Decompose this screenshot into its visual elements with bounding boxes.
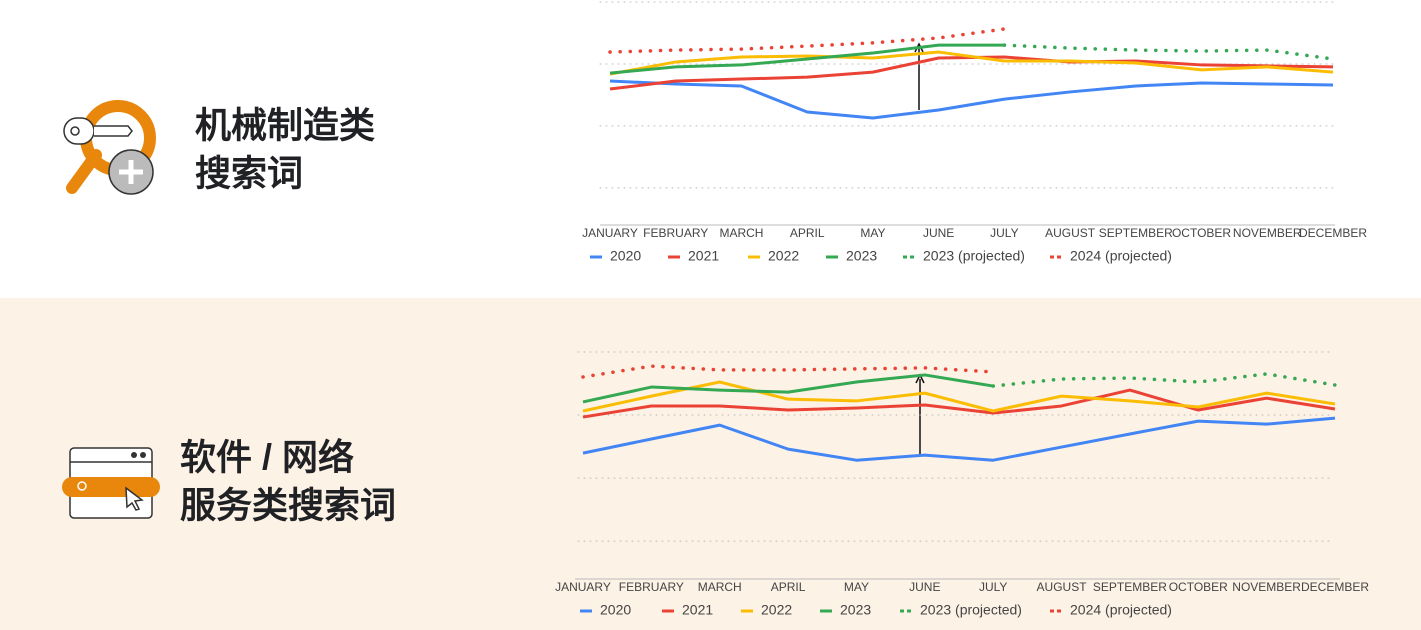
x-tick-label: DECEMBER <box>1301 580 1369 594</box>
x-tick-label: MAY <box>844 580 869 594</box>
legend-label: 2020 <box>600 602 631 618</box>
section-title: 服务类搜索词 <box>180 485 396 526</box>
x-tick-label: JULY <box>990 226 1018 240</box>
x-tick-label: APRIL <box>790 226 825 240</box>
x-tick-label: NOVEMBER <box>1232 580 1301 594</box>
series-line <box>991 372 1337 388</box>
x-tick-label: MARCH <box>719 226 763 240</box>
browser-search-icon <box>62 447 160 519</box>
x-tick-label: AUGUST <box>1037 580 1088 594</box>
legend-label: 2022 <box>768 248 799 264</box>
series-line <box>582 388 1336 419</box>
series-line <box>1002 43 1335 61</box>
x-tick-label: FEBRUARY <box>619 580 684 594</box>
section-title: 搜索词 <box>195 153 303 194</box>
series-line <box>582 380 1336 413</box>
series-line <box>581 364 995 379</box>
x-tick-label: DECEMBER <box>1299 226 1367 240</box>
series-line <box>582 416 1336 462</box>
legend-label: 2021 <box>688 248 719 264</box>
x-tick-label: SEPTEMBER <box>1099 226 1173 240</box>
section-title: 软件 / 网络 <box>180 437 354 478</box>
legend-label: 2023 <box>840 602 871 618</box>
x-tick-label: AUGUST <box>1045 226 1096 240</box>
x-tick-label: MARCH <box>698 580 742 594</box>
section-title: 机械制造类 <box>195 105 375 146</box>
x-tick-label: APRIL <box>771 580 806 594</box>
x-tick-label: SEPTEMBER <box>1093 580 1167 594</box>
x-tick-label: JUNE <box>909 580 940 594</box>
legend-label: 2022 <box>761 602 792 618</box>
x-tick-label: JULY <box>979 580 1007 594</box>
x-tick-label: FEBRUARY <box>643 226 708 240</box>
legend-label: 2023 (projected) <box>920 602 1022 618</box>
x-tick-label: OCTOBER <box>1172 226 1231 240</box>
x-tick-label: OCTOBER <box>1169 580 1228 594</box>
legend-label: 2024 (projected) <box>1070 248 1172 264</box>
legend-label: 2024 (projected) <box>1070 602 1172 618</box>
series-line <box>609 43 1005 75</box>
x-tick-label: JANUARY <box>555 580 611 594</box>
search-key-icon <box>63 100 156 195</box>
series-line <box>609 50 1334 76</box>
x-tick-label: MAY <box>860 226 885 240</box>
x-tick-label: JUNE <box>923 226 954 240</box>
section-bg <box>0 298 1421 630</box>
series-line <box>609 79 1334 120</box>
legend-label: 2020 <box>610 248 641 264</box>
series-line <box>582 373 994 404</box>
legend-label: 2023 <box>846 248 877 264</box>
x-tick-label: NOVEMBER <box>1233 226 1302 240</box>
legend-label: 2021 <box>682 602 713 618</box>
x-tick-label: JANUARY <box>582 226 638 240</box>
legend-label: 2023 (projected) <box>923 248 1025 264</box>
